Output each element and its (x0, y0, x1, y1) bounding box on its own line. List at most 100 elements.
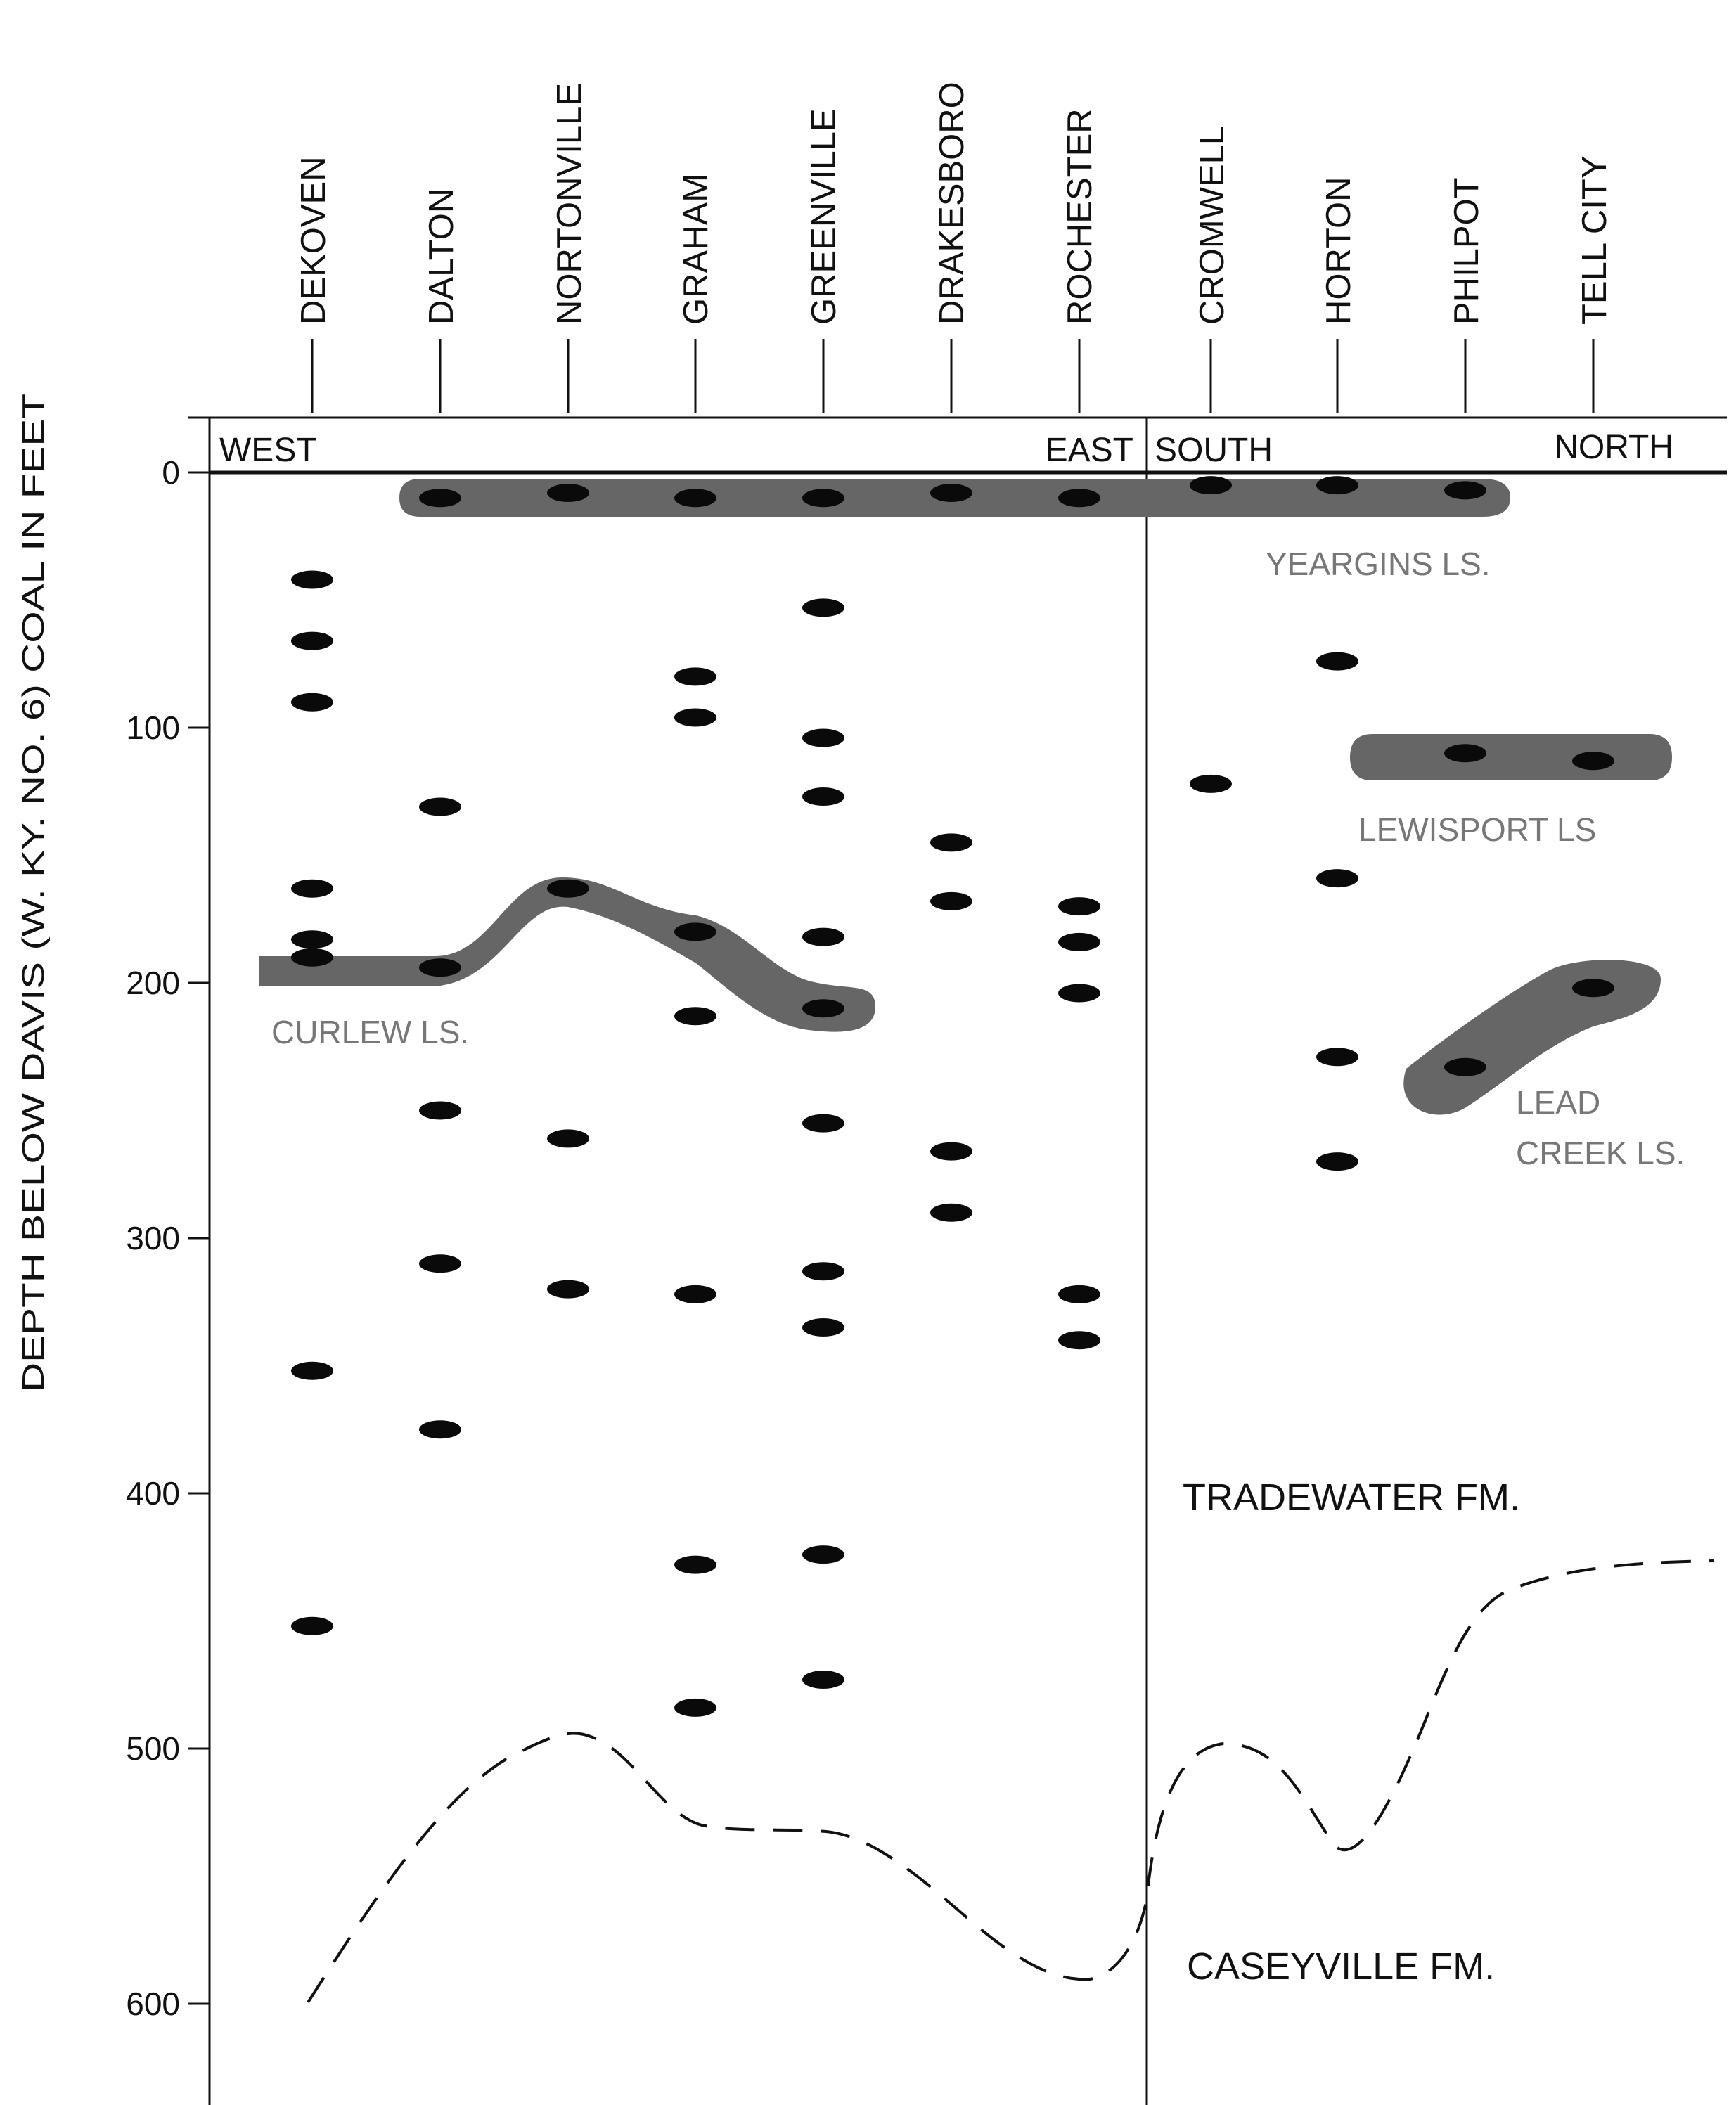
coal-bed-horton (1316, 476, 1358, 495)
coal-bed-rochester (1058, 932, 1100, 951)
coal-bed-philpot (1444, 1057, 1486, 1076)
coal-bed-graham (674, 1698, 716, 1717)
coal-beds (291, 476, 1614, 1717)
locality-label-dekoven: DEKOVEN (295, 156, 333, 325)
coal-bed-dalton (419, 1420, 461, 1439)
locality-label-drakesboro: DRAKESBORO (933, 82, 971, 325)
coal-bed-greenville (802, 1114, 844, 1133)
coal-bed-horton (1316, 869, 1358, 888)
coal-bed-graham (674, 1285, 716, 1303)
coal-bed-greenville (802, 1318, 844, 1337)
coal-bed-graham (674, 667, 716, 686)
formation-labels: TRADEWATER FM. CASEYVILLE FM. (1183, 1476, 1520, 1988)
coal-bed-greenville (802, 1670, 844, 1689)
coal-bed-drakesboro (930, 833, 972, 852)
coal-bed-greenville (802, 598, 844, 617)
depth-tick-label: 500 (126, 1730, 180, 1767)
coal-bed-philpot (1444, 744, 1486, 763)
direction-east: EAST (1046, 432, 1133, 469)
locality-label-nortonville: NORTONVILLE (551, 83, 589, 325)
depth-tick-label: 0 (162, 454, 180, 491)
coal-bed-greenville (802, 728, 844, 747)
coal-bed-cromwell (1190, 476, 1232, 495)
coal-bed-philpot (1444, 481, 1486, 500)
coal-bed-horton (1316, 652, 1358, 671)
formation-boundary-line (307, 1559, 1715, 2004)
direction-labels: WEST EAST SOUTH NORTH (219, 429, 1673, 469)
locality-label-philpot: PHILPOT (1448, 177, 1486, 325)
coal-bed-dekoven (291, 948, 333, 967)
coal-bed-graham (674, 922, 716, 941)
caseyville-formation-label: CASEYVILLE FM. (1187, 1945, 1495, 1988)
coal-bed-drakesboro (930, 484, 972, 503)
locality-label-greenville: GREENVILLE (805, 108, 843, 325)
coal-bed-rochester (1058, 897, 1100, 916)
coal-bed-dekoven (291, 1361, 333, 1380)
coal-bed-greenville (802, 1545, 844, 1564)
coal-bed-rochester (1058, 984, 1100, 1003)
locality-labels: DEKOVEN DALTON NORTONVILLE GRAHAM GREENV… (295, 82, 1614, 325)
coal-bed-greenville (802, 489, 844, 508)
coal-bed-graham (674, 1555, 716, 1574)
coal-bed-tell-city (1572, 979, 1614, 998)
depth-tick-200: 200 (126, 965, 210, 1001)
depth-tick-600: 600 (126, 1985, 210, 2022)
tradewater-formation-label: TRADEWATER FM. (1183, 1476, 1520, 1519)
coal-bed-graham (674, 708, 716, 727)
coal-bed-dalton (419, 797, 461, 816)
locality-label-dalton: DALTON (423, 188, 461, 325)
coal-bed-rochester (1058, 1285, 1100, 1303)
locality-label-rochester: ROCHESTER (1061, 108, 1099, 325)
depth-tick-label: 300 (126, 1220, 180, 1256)
direction-south: SOUTH (1155, 432, 1273, 469)
coal-bed-nortonville (547, 1280, 589, 1299)
section-frame (188, 416, 1727, 2105)
coal-bed-greenville (802, 927, 844, 946)
curlew-label: CURLEW LS. (271, 1014, 469, 1050)
depth-tick-300: 300 (126, 1220, 210, 1256)
coal-bed-cromwell (1190, 774, 1232, 793)
coal-bed-greenville (802, 1262, 844, 1281)
coal-bed-drakesboro (930, 891, 972, 910)
coal-bed-greenville (802, 787, 844, 806)
coal-bed-drakesboro (930, 1142, 972, 1161)
depth-axis: 0 100 200 300 400 500 600 DEPTH BELOW DA… (16, 394, 210, 2022)
coal-bed-dekoven (291, 1616, 333, 1635)
coal-bed-horton (1316, 1152, 1358, 1171)
lead-creek-label-line2: CREEK LS. (1516, 1135, 1685, 1171)
lewisport-label: LEWISPORT LS (1358, 811, 1596, 848)
coal-bed-drakesboro (930, 1203, 972, 1222)
coal-bed-dalton (419, 1254, 461, 1273)
coal-bed-nortonville (547, 879, 589, 898)
depth-tick-400: 400 (126, 1475, 210, 1512)
coal-bed-dalton (419, 489, 461, 508)
locality-label-tell-city: TELL CITY (1576, 155, 1614, 325)
locality-label-cromwell: CROMWELL (1193, 126, 1231, 325)
direction-west: WEST (219, 432, 317, 469)
yeargins-label: YEARGINS LS. (1266, 546, 1491, 582)
lewisport-limestone-band (1350, 734, 1672, 780)
depth-tick-label: 100 (126, 709, 180, 746)
coal-bed-dekoven (291, 570, 333, 589)
curlew-limestone-band (259, 877, 875, 1032)
locality-label-graham: GRAHAM (677, 174, 715, 325)
coal-bed-dalton (419, 1101, 461, 1120)
depth-axis-title: DEPTH BELOW DAVIS (W. KY. NO. 6) COAL IN… (16, 394, 51, 1392)
coal-bed-graham (674, 489, 716, 508)
coal-bed-nortonville (547, 1129, 589, 1148)
direction-north: NORTH (1554, 429, 1673, 466)
coal-bed-nortonville (547, 484, 589, 503)
depth-tick-label: 400 (126, 1475, 180, 1512)
locality-ticks (311, 339, 1595, 413)
depth-tick-0: 0 (162, 454, 210, 491)
coal-bed-dekoven (291, 879, 333, 898)
coal-bed-tell-city (1572, 752, 1614, 771)
locality-label-horton: HORTON (1320, 176, 1358, 325)
coal-bed-rochester (1058, 489, 1100, 508)
depth-tick-500: 500 (126, 1730, 210, 1767)
coal-bed-dalton (419, 958, 461, 977)
depth-tick-label: 600 (126, 1985, 180, 2022)
unit-labels: YEARGINS LS. LEWISPORT LS CURLEW LS. LEA… (271, 546, 1685, 1171)
coal-bed-dekoven (291, 693, 333, 712)
